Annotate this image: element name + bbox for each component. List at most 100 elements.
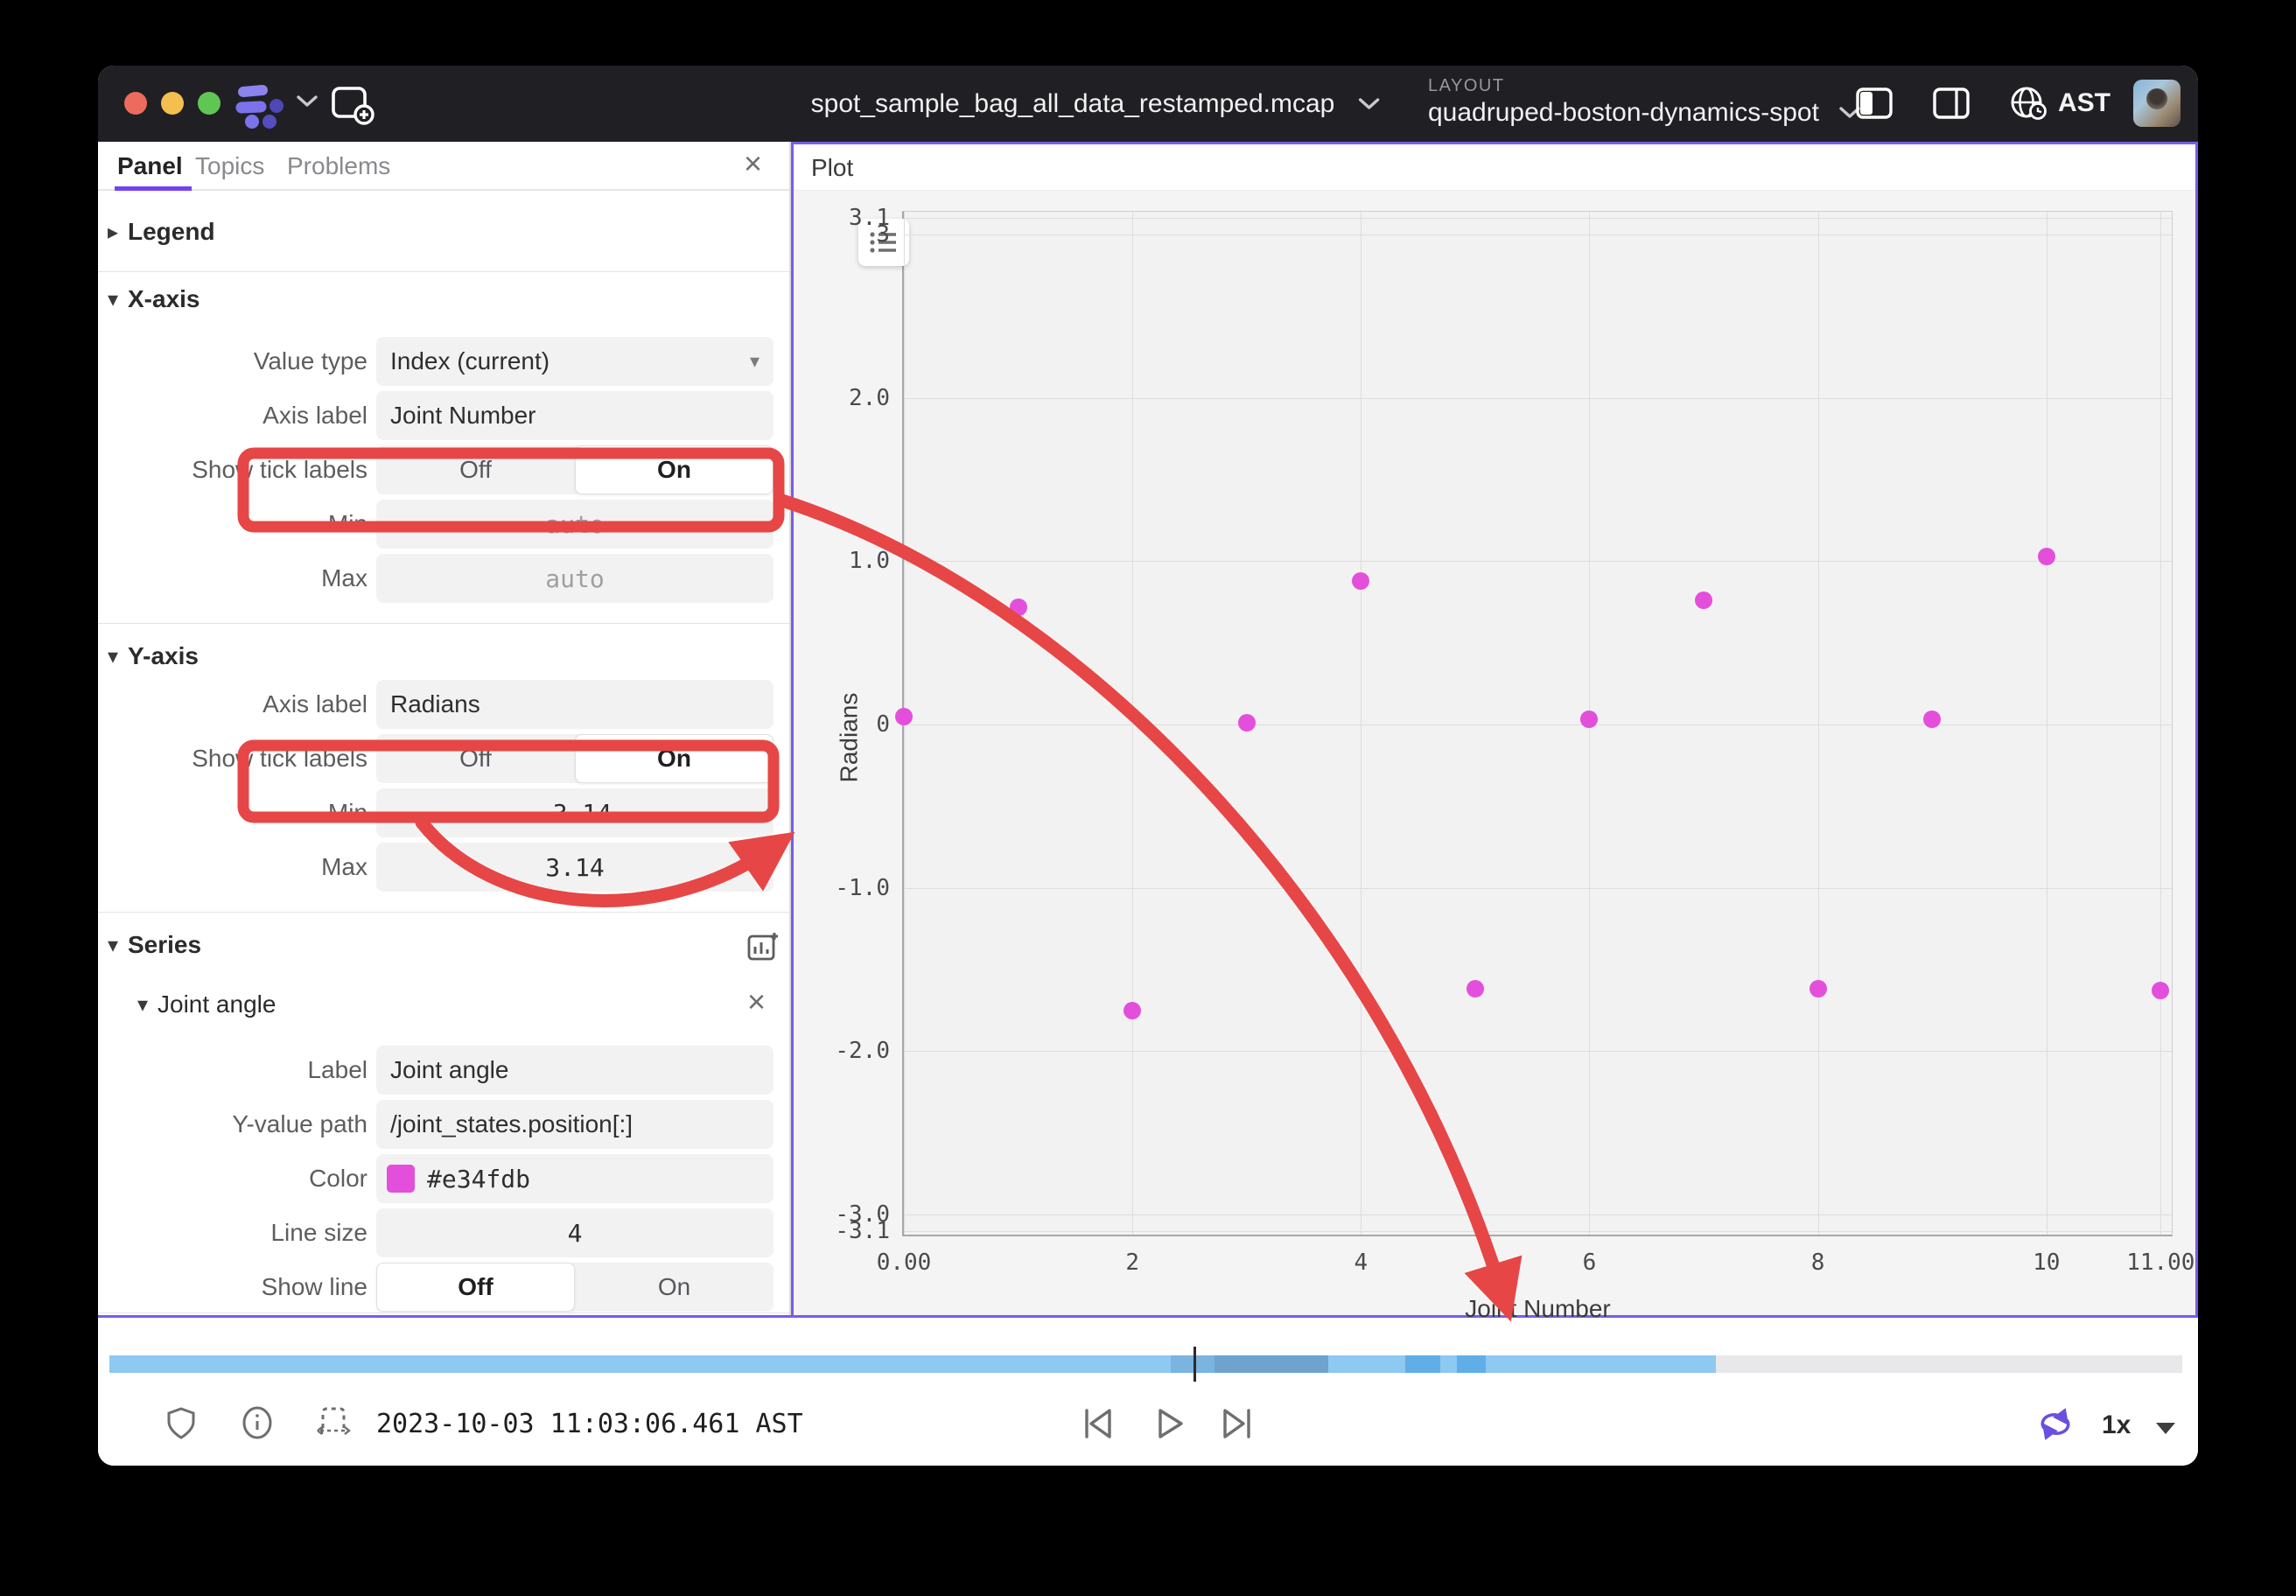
row-series-path: Y-value path /joint_states.position[:]	[98, 1100, 789, 1149]
row-x-max: Max auto	[98, 554, 789, 603]
tab-panel[interactable]: Panel	[117, 152, 183, 179]
toggle-on-button[interactable]: On	[575, 445, 774, 494]
grid-line-horizontal	[904, 218, 2172, 220]
grid-line-vertical	[1132, 212, 1134, 1235]
y-show-tick-labels-toggle: Off On	[376, 734, 774, 783]
seek-backward-button[interactable]	[1080, 1404, 1118, 1444]
color-swatch[interactable]	[387, 1165, 415, 1193]
toggle-off-button[interactable]: Off	[459, 456, 492, 483]
grid-line-horizontal	[904, 1230, 2172, 1232]
add-panel-icon[interactable]	[331, 85, 376, 127]
x-tick-label: 8	[1810, 1250, 1825, 1276]
series-line-size-input[interactable]: 4	[376, 1208, 774, 1257]
grid-line-horizontal	[904, 887, 2172, 889]
x-axis-label-input[interactable]: Joint Number	[376, 391, 774, 440]
events-shield-icon[interactable]	[164, 1405, 198, 1442]
close-sidebar-icon[interactable]: ×	[744, 145, 763, 181]
y-tick-label: 1.0	[849, 548, 890, 575]
seek-forward-button[interactable]	[1218, 1404, 1256, 1444]
app-menu-chevron-icon[interactable]	[296, 94, 318, 108]
timeline-segment	[1456, 1355, 1486, 1373]
tab-problems[interactable]: Problems	[287, 152, 391, 179]
minimize-window-button[interactable]	[161, 92, 184, 115]
y-tick-label: 3.1	[849, 205, 890, 232]
zoom-window-button[interactable]	[198, 92, 220, 115]
row-series-show-line: Show line Off On	[98, 1263, 789, 1312]
y-axis-label-input[interactable]: Radians	[376, 680, 774, 729]
series-color-input[interactable]: #e34fdb	[376, 1154, 774, 1203]
play-button[interactable]	[1150, 1404, 1188, 1444]
y-tick-label: -1.0	[835, 874, 890, 901]
collapse-caret-icon: ▸	[107, 220, 119, 244]
layout-selector[interactable]: LAYOUT quadruped-boston-dynamics-spot	[1428, 76, 1861, 128]
dropdown-caret-icon: ▾	[749, 350, 760, 372]
chart-data-point	[1124, 1001, 1142, 1019]
info-icon[interactable]	[240, 1405, 276, 1442]
right-sidebar-toggle-icon[interactable]	[1932, 87, 1970, 120]
grid-line-vertical	[1817, 212, 1819, 1235]
x-value-type-select[interactable]: Index (current) ▾	[376, 337, 774, 386]
y-min-input[interactable]: -3.14	[376, 788, 774, 837]
playback-speed[interactable]: 1x	[2102, 1410, 2132, 1439]
timeline-segment	[1327, 1355, 1405, 1373]
loop-playback-icon[interactable]	[2035, 1407, 2079, 1442]
timeline-scrubber[interactable]	[109, 1355, 2182, 1373]
chart-data-point	[1580, 710, 1599, 729]
section-x-axis[interactable]: ▾ X-axis	[98, 282, 789, 317]
chart-data-point	[2152, 982, 2170, 1000]
divider	[98, 1312, 789, 1313]
section-series[interactable]: ▾ Series	[98, 928, 789, 962]
row-series-color: Color #e34fdb	[98, 1154, 789, 1203]
y-tick-label: -2.0	[835, 1038, 890, 1065]
x-min-input[interactable]: auto	[376, 500, 774, 549]
toggle-off-button[interactable]: Off	[376, 1263, 575, 1312]
row-series-line-size: Line size 4	[98, 1208, 789, 1257]
toggle-off-button[interactable]: Off	[459, 745, 492, 772]
legend-list-icon	[870, 232, 896, 253]
data-source-selector[interactable]: spot_sample_bag_all_data_restamped.mcap	[811, 66, 1381, 142]
playhead-marker[interactable]	[1193, 1347, 1196, 1382]
timezone-label[interactable]: AST	[2058, 88, 2110, 117]
x-max-input[interactable]: auto	[376, 554, 774, 603]
titlebar: spot_sample_bag_all_data_restamped.mcap …	[98, 66, 2198, 142]
plot-panel-title: Plot	[811, 153, 854, 181]
playback-range-icon[interactable]	[315, 1405, 354, 1442]
y-max-input[interactable]: 3.14	[376, 843, 774, 892]
user-avatar[interactable]	[2133, 80, 2180, 127]
timezone-globe-icon[interactable]	[2009, 85, 2051, 123]
section-y-axis[interactable]: ▾ Y-axis	[98, 639, 789, 674]
timeline-segment	[1715, 1355, 2182, 1373]
divider	[98, 271, 789, 272]
toggle-on-button[interactable]: On	[657, 1273, 691, 1300]
chart-plot-area[interactable]: Radians Joint Number 3.1 3 2.0 1.0 0 -1.0 -2.0…	[835, 205, 2194, 1322]
speed-dropdown-caret-icon[interactable]	[2156, 1423, 2175, 1434]
grid-line-horizontal	[904, 724, 2172, 725]
tab-topics[interactable]: Topics	[195, 152, 265, 179]
series-y-value-path-input[interactable]: /joint_states.position[:]	[376, 1100, 774, 1149]
y-tick-label: -3.1	[835, 1217, 890, 1244]
series-label-input[interactable]: Joint angle	[376, 1046, 774, 1095]
timeline-segment	[1404, 1355, 1440, 1373]
section-legend[interactable]: ▸ Legend	[98, 214, 789, 249]
left-sidebar-toggle-icon[interactable]	[1855, 87, 1894, 120]
divider	[98, 912, 789, 913]
series-item-joint-angle[interactable]: ▾ Joint angle	[128, 987, 819, 1022]
x-tick-label: 10	[2033, 1250, 2061, 1276]
data-source-chevron-icon	[1358, 97, 1380, 109]
add-series-icon[interactable]	[746, 929, 782, 964]
grid-line-horizontal	[904, 1051, 2172, 1053]
chart-legend-button[interactable]	[858, 219, 909, 266]
data-source-name: spot_sample_bag_all_data_restamped.mcap	[810, 88, 1335, 118]
plot-panel[interactable]: Plot ⚙ ⋮	[791, 142, 2198, 1322]
current-timestamp[interactable]: 2023-10-03 11:03:06.461 AST	[376, 1409, 803, 1439]
foxglove-logo-icon[interactable]	[231, 78, 289, 129]
remove-series-icon[interactable]: ×	[747, 984, 766, 1019]
active-tab-underline	[115, 186, 192, 191]
timeline-segment	[109, 1355, 1171, 1373]
close-window-button[interactable]	[124, 92, 147, 115]
grid-line-horizontal	[904, 1214, 2172, 1215]
panel-settings-sidebar: Panel Topics Problems × ▸ Legend ▾	[98, 142, 791, 1315]
grid-line-vertical	[1361, 212, 1362, 1235]
toggle-on-button[interactable]: On	[575, 734, 774, 783]
chart-data-point	[1237, 714, 1256, 732]
